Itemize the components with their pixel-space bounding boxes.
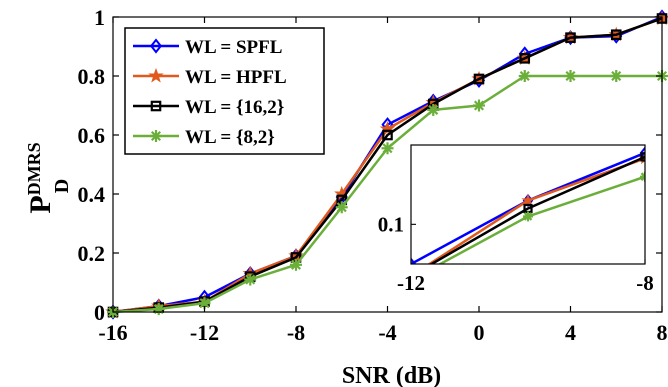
asterisk-marker bbox=[381, 142, 394, 155]
legend-item: WL = HPFL bbox=[133, 67, 287, 88]
asterisk-stroke bbox=[428, 104, 439, 115]
asterisk-stroke bbox=[150, 130, 162, 142]
legend-item: WL = SPFL bbox=[133, 37, 282, 58]
asterisk-stroke bbox=[611, 70, 622, 82]
legend-label: WL = HPFL bbox=[185, 67, 287, 88]
asterisk-marker bbox=[523, 211, 533, 222]
y-tick-label: 0.4 bbox=[78, 182, 106, 207]
inset-data-point bbox=[639, 146, 645, 160]
diamond-marker bbox=[639, 146, 645, 160]
asterisk-marker bbox=[427, 103, 440, 116]
data-point bbox=[473, 73, 485, 85]
data-point bbox=[335, 201, 348, 214]
data-point bbox=[610, 70, 623, 82]
square-marker bbox=[565, 32, 576, 43]
asterisk-stroke bbox=[382, 143, 393, 154]
inset-series bbox=[411, 146, 645, 264]
asterisk-stroke bbox=[473, 100, 485, 111]
data-point bbox=[564, 70, 577, 82]
y-label-sup: DMRS bbox=[24, 142, 44, 195]
asterisk-marker bbox=[198, 297, 211, 310]
y-tick-label: 0 bbox=[94, 300, 105, 325]
asterisk-marker bbox=[640, 171, 645, 182]
data-point bbox=[381, 142, 394, 155]
y-tick-label: 0.6 bbox=[78, 123, 106, 148]
square-marker bbox=[473, 73, 485, 85]
star-marker bbox=[148, 67, 164, 83]
data-point bbox=[519, 52, 531, 64]
asterisk-stroke bbox=[640, 172, 645, 179]
asterisk-stroke bbox=[199, 298, 210, 309]
y-tick-label: 0.8 bbox=[78, 64, 106, 89]
inset-data-point bbox=[640, 152, 645, 162]
square-marker bbox=[610, 29, 622, 40]
asterisk-stroke bbox=[245, 274, 256, 285]
legend-item: WL = {16,2} bbox=[133, 97, 284, 118]
inset-x-tick-label: -8 bbox=[636, 271, 654, 295]
legend-item: WL = {8,2} bbox=[133, 127, 275, 148]
inset-series-line-3 bbox=[429, 155, 645, 264]
x-tick-label: 8 bbox=[657, 320, 668, 345]
legend: WL = SPFL WL = HPFL WL = {16,2} WL = {8,2} bbox=[124, 27, 325, 155]
inset-data-point bbox=[521, 193, 535, 207]
asterisk-stroke bbox=[640, 175, 645, 182]
data-point bbox=[244, 273, 257, 286]
legend-label: WL = {8,2} bbox=[185, 127, 275, 148]
x-axis-label: SNR (dB) bbox=[342, 363, 441, 387]
data-point bbox=[382, 129, 393, 141]
x-tick-label: 0 bbox=[474, 320, 485, 345]
asterisk-marker bbox=[150, 130, 162, 142]
inset-data-point bbox=[411, 257, 417, 264]
data-point bbox=[610, 29, 622, 40]
legend-label: WL = SPFL bbox=[185, 37, 282, 58]
y-tick-label: 0.2 bbox=[78, 241, 106, 266]
y-label-base: P bbox=[24, 195, 57, 213]
asterisk-marker bbox=[290, 258, 302, 271]
inset-x-tick-label: -12 bbox=[397, 271, 425, 295]
asterisk-marker bbox=[518, 70, 531, 82]
x-tick-label: -12 bbox=[190, 320, 219, 345]
main-plot: -16 -12 -8 -4 0 4 8 0 0.2 0.4 0.6 0.8 1 bbox=[78, 5, 668, 345]
asterisk-stroke bbox=[565, 70, 576, 82]
y-axis-label: PDMRS bbox=[24, 142, 57, 213]
data-point bbox=[427, 103, 440, 116]
asterisk-marker bbox=[564, 70, 577, 82]
asterisk-stroke bbox=[519, 70, 530, 82]
asterisk-marker bbox=[610, 70, 623, 82]
square-marker bbox=[640, 152, 645, 162]
square-marker bbox=[382, 129, 393, 141]
y-tick-label: 1 bbox=[94, 5, 105, 30]
y-label-sub: D bbox=[51, 179, 73, 193]
asterisk-marker bbox=[335, 201, 348, 214]
inset-data-point bbox=[640, 171, 645, 182]
asterisk-stroke bbox=[523, 212, 533, 221]
star-marker bbox=[521, 193, 535, 207]
data-point bbox=[473, 99, 485, 112]
asterisk-stroke bbox=[290, 259, 302, 270]
inset-plot: -12 -8 0.1 bbox=[378, 144, 654, 295]
axis-labels: SNR (dB)PDMRS D bbox=[24, 142, 441, 387]
data-point bbox=[518, 70, 531, 82]
asterisk-marker bbox=[473, 99, 485, 112]
x-tick-label: -8 bbox=[287, 320, 305, 345]
x-tick-label: -4 bbox=[378, 320, 396, 345]
inset-data-point bbox=[523, 211, 533, 222]
legend-label: WL = {16,2} bbox=[185, 97, 284, 118]
square-marker bbox=[150, 100, 162, 112]
inset-frame bbox=[410, 144, 646, 265]
inset-y-tick-label: 0.1 bbox=[378, 212, 404, 236]
data-point bbox=[290, 258, 302, 271]
x-tick-label: 4 bbox=[565, 320, 576, 345]
asterisk-stroke bbox=[336, 202, 347, 213]
diamond-marker bbox=[149, 38, 163, 54]
asterisk-marker bbox=[244, 273, 257, 286]
data-point bbox=[198, 297, 211, 310]
data-point bbox=[565, 32, 576, 43]
x-tick-label: -16 bbox=[98, 320, 127, 345]
square-marker bbox=[519, 52, 531, 64]
diamond-marker bbox=[411, 257, 417, 264]
data-point bbox=[152, 303, 165, 316]
asterisk-marker bbox=[152, 303, 165, 316]
